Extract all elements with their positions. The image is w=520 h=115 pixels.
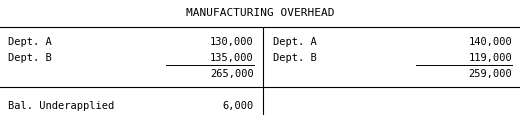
Text: Dept. A: Dept. A xyxy=(8,37,51,47)
Text: 119,000: 119,000 xyxy=(469,53,512,62)
Text: MANUFACTURING OVERHEAD: MANUFACTURING OVERHEAD xyxy=(186,8,334,18)
Text: 265,000: 265,000 xyxy=(210,68,254,78)
Text: Bal. Underapplied: Bal. Underapplied xyxy=(8,100,114,110)
Text: 130,000: 130,000 xyxy=(210,37,254,47)
Text: 6,000: 6,000 xyxy=(223,100,254,110)
Text: 135,000: 135,000 xyxy=(210,53,254,62)
Text: Dept. B: Dept. B xyxy=(273,53,317,62)
Text: Dept. B: Dept. B xyxy=(8,53,51,62)
Text: 140,000: 140,000 xyxy=(469,37,512,47)
Text: 259,000: 259,000 xyxy=(469,68,512,78)
Text: Dept. A: Dept. A xyxy=(273,37,317,47)
